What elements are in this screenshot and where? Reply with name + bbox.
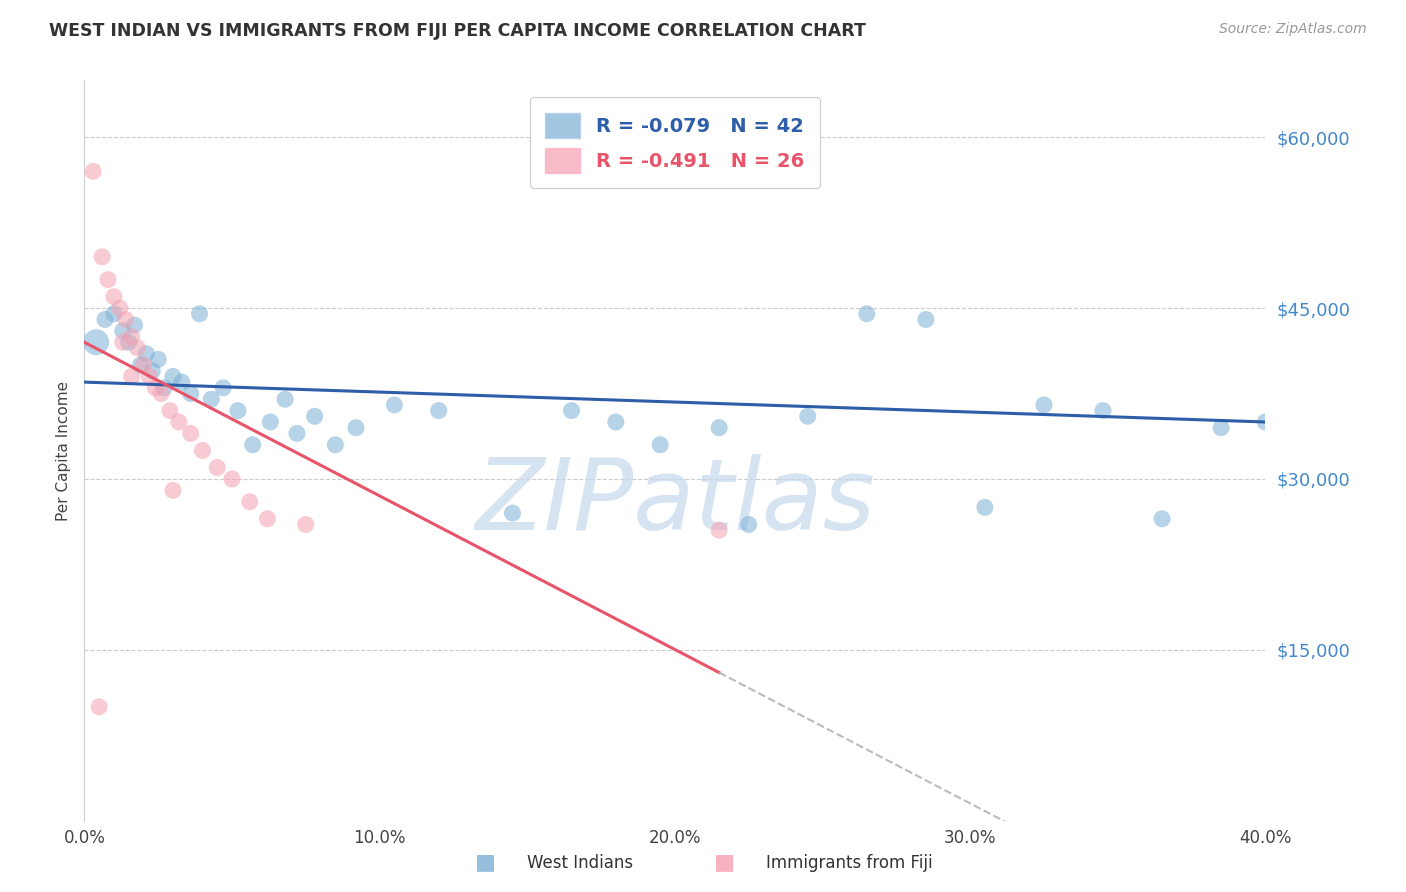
Point <box>94 312 117 326</box>
Point <box>1211 420 1233 434</box>
Point <box>561 403 583 417</box>
Point <box>111 335 134 350</box>
Point <box>153 381 176 395</box>
Point <box>226 403 249 417</box>
Point <box>915 312 938 326</box>
Point <box>384 398 406 412</box>
Text: Immigrants from Fiji: Immigrants from Fiji <box>766 855 934 872</box>
Point <box>650 438 672 452</box>
Point <box>221 472 243 486</box>
Point <box>1254 415 1277 429</box>
Point <box>344 420 367 434</box>
Point <box>274 392 297 407</box>
Point <box>256 512 278 526</box>
Point <box>121 329 143 343</box>
Point <box>259 415 281 429</box>
Point <box>285 426 308 441</box>
Point <box>84 335 107 350</box>
Point <box>118 335 141 350</box>
Point <box>150 386 173 401</box>
Point <box>103 307 125 321</box>
Point <box>242 438 264 452</box>
Point <box>162 369 184 384</box>
Point <box>135 346 157 360</box>
Point <box>188 307 211 321</box>
Point <box>239 494 262 508</box>
Point <box>180 386 202 401</box>
Text: West Indians: West Indians <box>527 855 633 872</box>
Point <box>738 517 761 532</box>
Point <box>974 500 997 515</box>
Text: ZIPatlas: ZIPatlas <box>475 454 875 550</box>
Y-axis label: Per Capita Income: Per Capita Income <box>56 380 72 521</box>
Point <box>103 290 125 304</box>
Point <box>148 352 170 367</box>
Point <box>207 460 229 475</box>
Point <box>124 318 146 333</box>
Point <box>87 699 111 714</box>
Text: ■: ■ <box>475 853 495 872</box>
Point <box>141 364 163 378</box>
Point <box>180 426 202 441</box>
Text: WEST INDIAN VS IMMIGRANTS FROM FIJI PER CAPITA INCOME CORRELATION CHART: WEST INDIAN VS IMMIGRANTS FROM FIJI PER … <box>49 22 866 40</box>
Point <box>159 403 181 417</box>
Text: Source: ZipAtlas.com: Source: ZipAtlas.com <box>1219 22 1367 37</box>
Point <box>111 324 134 338</box>
Point <box>1092 403 1115 417</box>
Point <box>127 341 149 355</box>
Point <box>114 312 136 326</box>
Point <box>91 250 114 264</box>
Point <box>138 369 160 384</box>
Point <box>191 443 214 458</box>
Point <box>797 409 820 424</box>
Point <box>605 415 627 429</box>
Point <box>129 358 152 372</box>
Point <box>108 301 131 315</box>
Point <box>162 483 184 498</box>
Point <box>1033 398 1056 412</box>
Point <box>82 164 104 178</box>
Point <box>1152 512 1174 526</box>
Point <box>709 523 731 537</box>
Point <box>143 381 166 395</box>
Point <box>121 369 143 384</box>
Point <box>325 438 347 452</box>
Text: ■: ■ <box>714 853 734 872</box>
Point <box>212 381 235 395</box>
Point <box>304 409 326 424</box>
Point <box>170 375 193 389</box>
Point <box>97 272 120 286</box>
Point <box>132 358 155 372</box>
Point <box>856 307 879 321</box>
Point <box>427 403 450 417</box>
Point <box>502 506 524 520</box>
Point <box>167 415 190 429</box>
Point <box>200 392 222 407</box>
Point <box>709 420 731 434</box>
Legend: R = -0.079   N = 42, R = -0.491   N = 26: R = -0.079 N = 42, R = -0.491 N = 26 <box>530 97 820 188</box>
Point <box>295 517 318 532</box>
